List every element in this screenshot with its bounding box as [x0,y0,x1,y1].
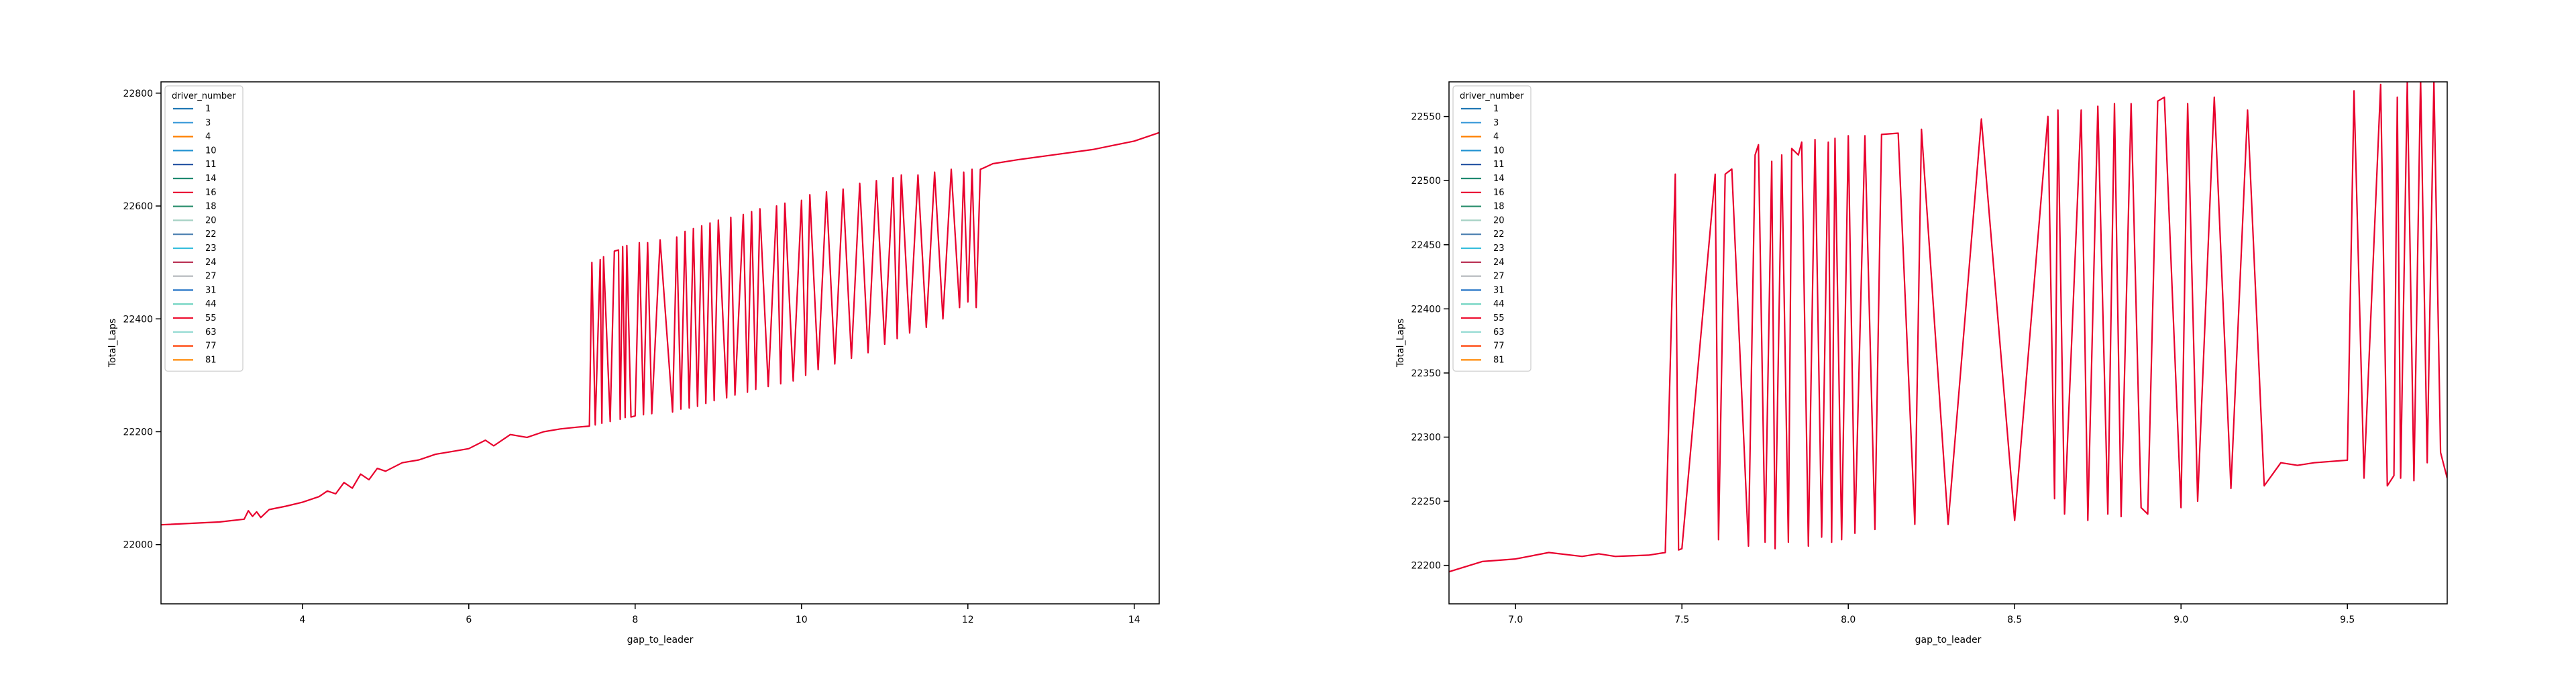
y-axis-label: Total_Laps [107,319,118,368]
legend-title: driver_number [1460,91,1524,101]
x-tick-label: 8 [632,615,638,625]
legend-label: 44 [205,299,217,309]
data-line-series [161,132,1159,526]
x-tick-label: 9.0 [2174,615,2188,625]
legend-label: 3 [1493,118,1499,128]
chart-panel-1: 4 6 8 10 12 142200022200224002260022800gap_to… [107,81,1160,645]
legend-label: 31 [205,285,217,295]
y-tick-label: 22400 [1411,304,1441,315]
legend-label: 27 [1493,272,1505,282]
legend-label: 22 [205,229,217,240]
legend-label: 77 [205,342,217,352]
legend-label: 1 [1493,104,1499,114]
plot-frame [1448,81,2448,605]
legend-label: 14 [205,174,217,184]
legend-label: 24 [205,258,217,268]
legend-label: 27 [205,272,217,282]
y-tick-label: 22000 [123,540,153,551]
legend-label: 23 [1493,244,1505,254]
y-tick-label: 22400 [123,314,153,325]
legend-label: 20 [1493,215,1505,225]
legend-label: 55 [1493,313,1505,323]
legend-label: 31 [1493,285,1505,295]
legend-box [1452,85,1532,372]
legend-label: 3 [205,118,211,128]
x-tick-label: 9.5 [2340,615,2355,625]
legend: driver_number 1 3 4 10 11 14 16 18 20 22 23 24 27 31 44… [164,85,244,372]
legend-label: 16 [205,188,217,198]
y-tick-label: 22600 [123,201,153,212]
y-tick-label: 22500 [1411,176,1441,187]
legend-label: 11 [205,160,217,170]
legend-label: 81 [205,355,217,365]
legend-label: 11 [1493,160,1505,170]
legend-label: 10 [205,146,217,156]
plot-frame [160,81,1160,605]
legend-label: 22 [1493,229,1505,240]
legend: driver_number 1 3 4 10 11 14 16 18 20 22 23 24 27 31 44… [1452,85,1532,372]
y-tick-label: 22800 [123,89,153,99]
data-line-series [1449,82,2447,573]
x-axis-label: gap_to_leader [1915,635,1982,645]
legend-label: 18 [205,202,217,212]
legend-title: driver_number [172,91,236,101]
y-axis-label: Total_Laps [1395,319,1406,368]
legend-label: 23 [205,244,217,254]
legend-label: 18 [1493,202,1505,212]
x-tick-label: 8.5 [2007,615,2022,625]
legend-label: 20 [205,215,217,225]
legend-label: 24 [1493,258,1505,268]
x-tick-label: 14 [1128,615,1140,625]
x-tick-label: 10 [796,615,808,625]
x-tick-label: 8.0 [1841,615,1856,625]
y-tick-label: 22350 [1411,368,1441,379]
legend-label: 10 [1493,146,1505,156]
legend-label: 1 [205,104,211,114]
legend-box [164,85,244,372]
x-tick-label: 4 [299,615,305,625]
legend-label: 63 [205,327,217,337]
legend-label: 77 [1493,342,1505,352]
legend-label: 81 [1493,355,1505,365]
legend-label: 4 [1493,132,1499,142]
x-axis-label: gap_to_leader [627,635,694,645]
x-tick-label: 7.5 [1674,615,1689,625]
legend-label: 14 [1493,174,1505,184]
legend-label: 44 [1493,299,1505,309]
y-tick-label: 22550 [1411,112,1441,123]
y-tick-label: 22200 [1411,561,1441,572]
x-tick-label: 6 [466,615,472,625]
x-tick-label: 12 [962,615,974,625]
legend-label: 55 [205,313,217,323]
y-tick-label: 22300 [1411,432,1441,443]
chart-panel-2: 7.0 7.5 8.0 8.5 9.0 9.5 22200 22250 22300 22350 22… [1395,81,2448,645]
x-tick-label: 7.0 [1508,615,1523,625]
legend-label: 63 [1493,327,1505,337]
y-tick-label: 22200 [123,427,153,437]
legend-label: 16 [1493,188,1505,198]
y-tick-label: 22250 [1411,496,1441,507]
y-tick-label: 22450 [1411,240,1441,251]
legend-label: 4 [205,132,211,142]
